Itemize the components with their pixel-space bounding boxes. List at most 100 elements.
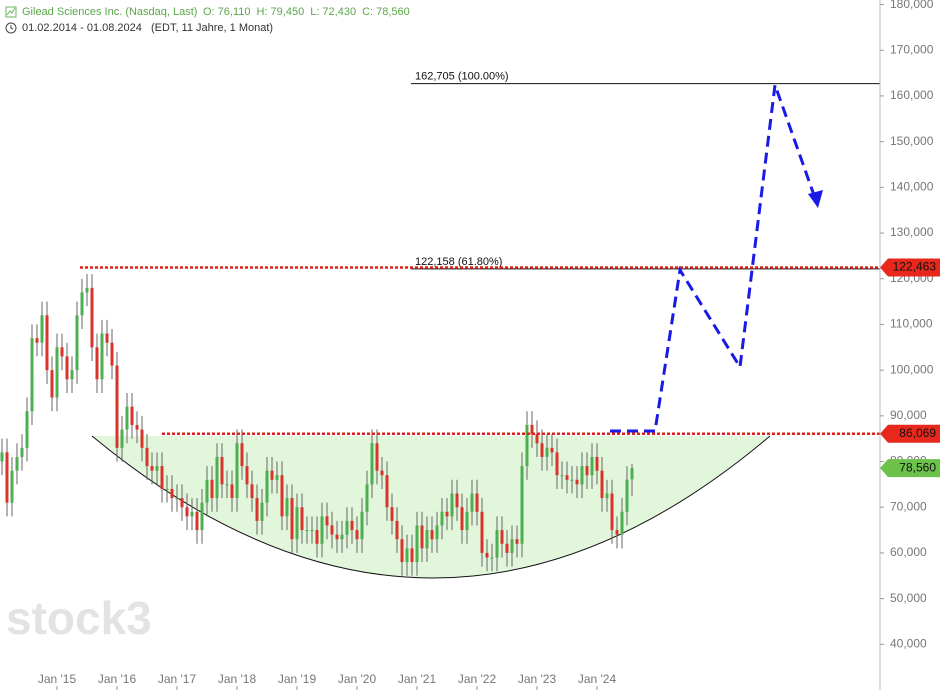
projection-arrowhead xyxy=(808,190,823,208)
x-tick-label: Jan '19 xyxy=(278,672,317,686)
candle-body xyxy=(220,456,224,485)
candle-body xyxy=(235,443,239,499)
y-tick-label: 90,000 xyxy=(890,408,927,422)
y-tick-label: 60,000 xyxy=(890,545,927,559)
fib-label: 122,158 (61.80%) xyxy=(415,256,502,268)
candle-body xyxy=(475,493,479,512)
candle-body xyxy=(95,347,99,380)
x-tick-label: Jan '21 xyxy=(398,672,437,686)
x-tick-label: Jan '15 xyxy=(38,672,77,686)
candle-body xyxy=(115,365,119,448)
candles xyxy=(0,274,634,576)
candle-body xyxy=(575,479,579,485)
candle-body xyxy=(510,539,514,553)
candle-body xyxy=(495,530,499,558)
last-price-label: 78,560 xyxy=(899,460,936,474)
candle-body xyxy=(40,315,44,343)
candle-body xyxy=(250,484,254,499)
candle-body xyxy=(210,479,214,499)
candle-body xyxy=(100,333,104,380)
candle-body xyxy=(110,342,114,366)
candle-body xyxy=(330,525,334,535)
candle-body xyxy=(460,507,464,531)
candle-body xyxy=(25,411,29,448)
candle-body xyxy=(130,406,134,425)
candle-body xyxy=(625,479,629,512)
ohlc-text: O: 76,110 H: 79,450 L: 72,430 C: 78,560 xyxy=(203,6,410,18)
candle-body xyxy=(610,493,614,531)
y-tick-label: 140,000 xyxy=(890,180,934,194)
candle-body xyxy=(410,548,414,563)
candle-body xyxy=(50,370,54,398)
x-tick-label: Jan '24 xyxy=(578,672,617,686)
candle-body xyxy=(300,507,304,531)
candle-body xyxy=(160,466,164,489)
candle-body xyxy=(325,516,329,526)
candle-body xyxy=(350,520,354,531)
candle-body xyxy=(240,443,244,467)
candle-body xyxy=(380,470,384,476)
candle-body xyxy=(310,530,314,532)
candle-body xyxy=(200,502,204,531)
x-tick-label: Jan '16 xyxy=(98,672,137,686)
candle-body xyxy=(175,498,179,500)
candle-body xyxy=(190,511,194,517)
watermark: stock3 xyxy=(6,592,152,644)
candle-body xyxy=(45,315,49,371)
fib-label: 162,705 (100.00%) xyxy=(415,71,509,83)
candle-body xyxy=(530,424,534,435)
candle-body xyxy=(125,406,129,430)
candle-body xyxy=(215,456,219,499)
candle-body xyxy=(80,292,84,316)
cup-fill xyxy=(92,436,770,578)
candle-body xyxy=(320,516,324,544)
candle-body xyxy=(600,470,604,499)
candle-body xyxy=(390,507,394,521)
chart-icon-line xyxy=(6,7,16,16)
candle-body xyxy=(85,287,89,293)
candle-body xyxy=(455,493,459,508)
candle-body xyxy=(65,356,69,380)
x-tick-label: Jan '18 xyxy=(218,672,257,686)
y-tick-label: 110,000 xyxy=(890,317,933,331)
candle-body xyxy=(620,511,624,535)
candle-body xyxy=(415,525,419,563)
candle-body xyxy=(445,511,449,517)
candle-body xyxy=(305,530,309,532)
candle-body xyxy=(315,530,319,544)
ohlc-label: C: 78,560 xyxy=(362,6,410,18)
candle-body xyxy=(545,447,549,457)
candle-body xyxy=(260,502,264,521)
candle-body xyxy=(0,452,4,462)
candle-body xyxy=(535,434,539,444)
candle-body xyxy=(440,511,444,526)
candle-body xyxy=(420,525,424,549)
y-tick-label: 180,000 xyxy=(890,0,934,11)
projection-path xyxy=(610,84,817,433)
candle-body xyxy=(70,370,74,380)
last-price-tag xyxy=(880,459,940,478)
candle-body xyxy=(515,539,519,544)
candle-body xyxy=(35,338,39,343)
candle-body xyxy=(170,488,174,499)
x-tick-label: Jan '20 xyxy=(338,672,377,686)
candle-body xyxy=(345,520,349,535)
levels: 162,705 (100.00%) 122,158 (61.80%) xyxy=(80,71,880,436)
candle-body xyxy=(270,470,274,480)
candle-body xyxy=(615,530,619,535)
candle-body xyxy=(185,507,189,517)
candle-body xyxy=(425,530,429,549)
chart-icon xyxy=(5,6,17,18)
candle-body xyxy=(140,429,144,448)
header: Gilead Sciences Inc. (Nasdaq, Last) O: 7… xyxy=(5,6,410,34)
candle-body xyxy=(155,466,159,471)
candle-body xyxy=(180,498,184,508)
candle-body xyxy=(195,511,199,531)
x-tick-label: Jan '22 xyxy=(458,672,497,686)
candle-body xyxy=(285,498,289,517)
candle-body xyxy=(165,488,169,490)
y-tick-label: 70,000 xyxy=(890,499,927,513)
price-tag xyxy=(880,258,940,277)
candle-body xyxy=(230,484,234,499)
candle-body xyxy=(375,443,379,471)
